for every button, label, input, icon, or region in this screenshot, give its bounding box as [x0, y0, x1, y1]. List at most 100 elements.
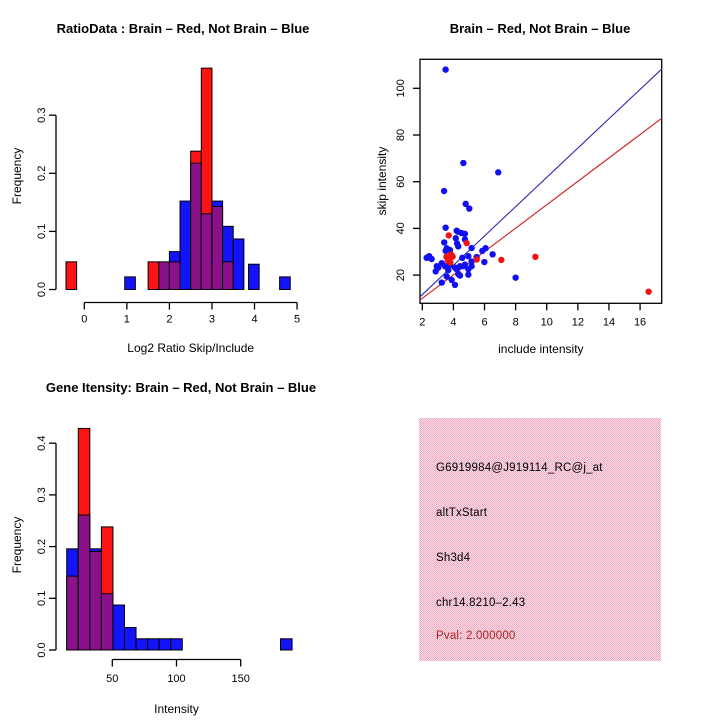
scatter-point-blue	[468, 258, 475, 265]
hist-bar	[248, 263, 260, 291]
scatter-point-blue	[438, 279, 445, 286]
scatter-point-red	[445, 232, 452, 239]
y-tick-label: 0.2	[36, 539, 48, 554]
locus-text: chr14.8210–2.43	[436, 597, 526, 609]
y-tick-label: 0.0	[36, 282, 48, 297]
scatter-point-blue	[425, 252, 433, 260]
x-tick-label: 12	[572, 317, 584, 329]
hist-bar	[135, 638, 149, 651]
y-tick-label: 60	[395, 176, 407, 188]
scatter-point-blue	[468, 263, 475, 270]
hist-bar	[279, 276, 291, 291]
brain-fit-line	[419, 117, 663, 301]
scatter-point-blue	[441, 239, 448, 246]
hist-bar	[124, 276, 136, 291]
scatter-point-blue	[448, 276, 455, 284]
plot-title: RatioData : Brain – Red, Not Brain – Blu…	[57, 21, 310, 36]
hist-bar	[158, 638, 172, 651]
hist-bar-overlap	[168, 261, 181, 290]
x-tick-label: 150	[232, 673, 250, 685]
x-tick-label: 16	[634, 317, 646, 329]
scatter-point-red	[498, 256, 505, 264]
x-tick-label: 50	[106, 673, 118, 685]
scatter-point-blue	[451, 281, 459, 289]
scatter-point-blue	[440, 187, 448, 195]
hist-bar-overlap	[77, 514, 91, 651]
gene-intensity-histogram-panel: 50 100 150 0.0 0.1 0.2 0.3 0.4 Gene Itensity: Br…	[10, 380, 316, 716]
scatter-point-blue	[466, 205, 473, 212]
hist-bar-overlap	[222, 261, 234, 290]
hist-bar	[170, 638, 183, 651]
scatter-point-red	[463, 239, 470, 247]
hist-bar-overlap	[190, 162, 202, 290]
scatter-point-red	[447, 259, 454, 266]
scatter-point-blue	[465, 271, 472, 278]
y-axis-title: Frequency	[10, 517, 24, 574]
pval-text: Pval: 2.000000	[436, 630, 516, 642]
hist-bar	[179, 200, 192, 290]
hist-bar-overlap	[200, 213, 213, 290]
probe-id-text: G6919984@J919114_RC@j_at	[436, 462, 603, 474]
scatter-point-blue	[442, 224, 449, 231]
scatter-point-blue	[453, 227, 460, 234]
x-tick-label: 4	[450, 317, 456, 329]
scatter-point-blue	[458, 229, 465, 237]
y-tick-label: 0.0	[36, 642, 48, 657]
not-brain-fit-line	[419, 68, 663, 298]
x-tick-label: 0	[81, 314, 87, 326]
hist-bar-overlap	[89, 551, 102, 651]
gene-info-panel: G6919984@J919114_RC@j_at altTxStart Sh3d…	[419, 418, 661, 661]
hist-bar-overlap	[158, 261, 170, 290]
scatter-point-blue	[445, 266, 452, 274]
x-tick-label: 4	[251, 314, 257, 326]
scatter-point-blue	[481, 258, 488, 266]
x-tick-label: 3	[209, 314, 215, 326]
x-tick-label: 2	[419, 317, 425, 329]
scatter-point-blue	[462, 200, 469, 208]
hist-bar-overlap	[100, 593, 114, 651]
scatter-point-blue	[489, 251, 496, 258]
y-tick-label: 0.4	[36, 436, 48, 451]
scatter-point-blue	[465, 252, 472, 260]
x-axis-title: include intensity	[498, 342, 583, 356]
hist-bar	[147, 638, 160, 651]
y-tick-label: 0.1	[36, 224, 48, 239]
x-tick-label: 5	[294, 314, 300, 326]
y-tick-label: 0.1	[36, 591, 48, 606]
y-tick-label: 100	[395, 79, 407, 97]
scatter-point-blue	[460, 159, 467, 167]
scatter-point-blue	[512, 274, 519, 281]
event-type-text: altTxStart	[436, 507, 488, 519]
scatter-point-red	[447, 251, 455, 258]
scatter-point-blue	[479, 247, 486, 255]
plot-title: Brain – Red, Not Brain – Blue	[450, 21, 631, 36]
hist-bar	[112, 604, 125, 651]
y-tick-label: 0.2	[36, 166, 48, 181]
scatter-point-blue	[456, 272, 464, 279]
scatter-point-red	[645, 288, 652, 295]
y-tick-label: 0.3	[36, 108, 48, 123]
y-tick-label: 0.3	[36, 487, 48, 502]
scatter-point-blue	[442, 66, 449, 73]
x-tick-label: 2	[166, 314, 172, 326]
hist-bar	[147, 261, 160, 290]
x-tick-label: 6	[481, 317, 487, 329]
hist-bar-overlap	[211, 205, 224, 290]
scatter-point-blue	[452, 235, 459, 242]
scatter-point-blue	[460, 263, 467, 270]
scatter-point-blue	[468, 244, 475, 252]
y-axis-title: skip intensity	[375, 147, 389, 216]
hist-bar	[123, 627, 137, 651]
scatter-panel: 2 4 6 8 10 12 14 16 20 40 60 80 100 Brain – Red, Not …	[375, 21, 663, 356]
hist-bar	[232, 238, 245, 291]
scatter-point-red	[473, 256, 480, 263]
y-axis-title: Frequency	[10, 148, 24, 205]
scatter-point-blue	[455, 243, 462, 250]
x-tick-label: 10	[541, 317, 553, 329]
scatter-point-red	[532, 253, 539, 261]
gene-name-text: Sh3d4	[436, 552, 471, 564]
x-axis-title: Intensity	[154, 702, 199, 716]
hist-bar	[65, 261, 78, 290]
